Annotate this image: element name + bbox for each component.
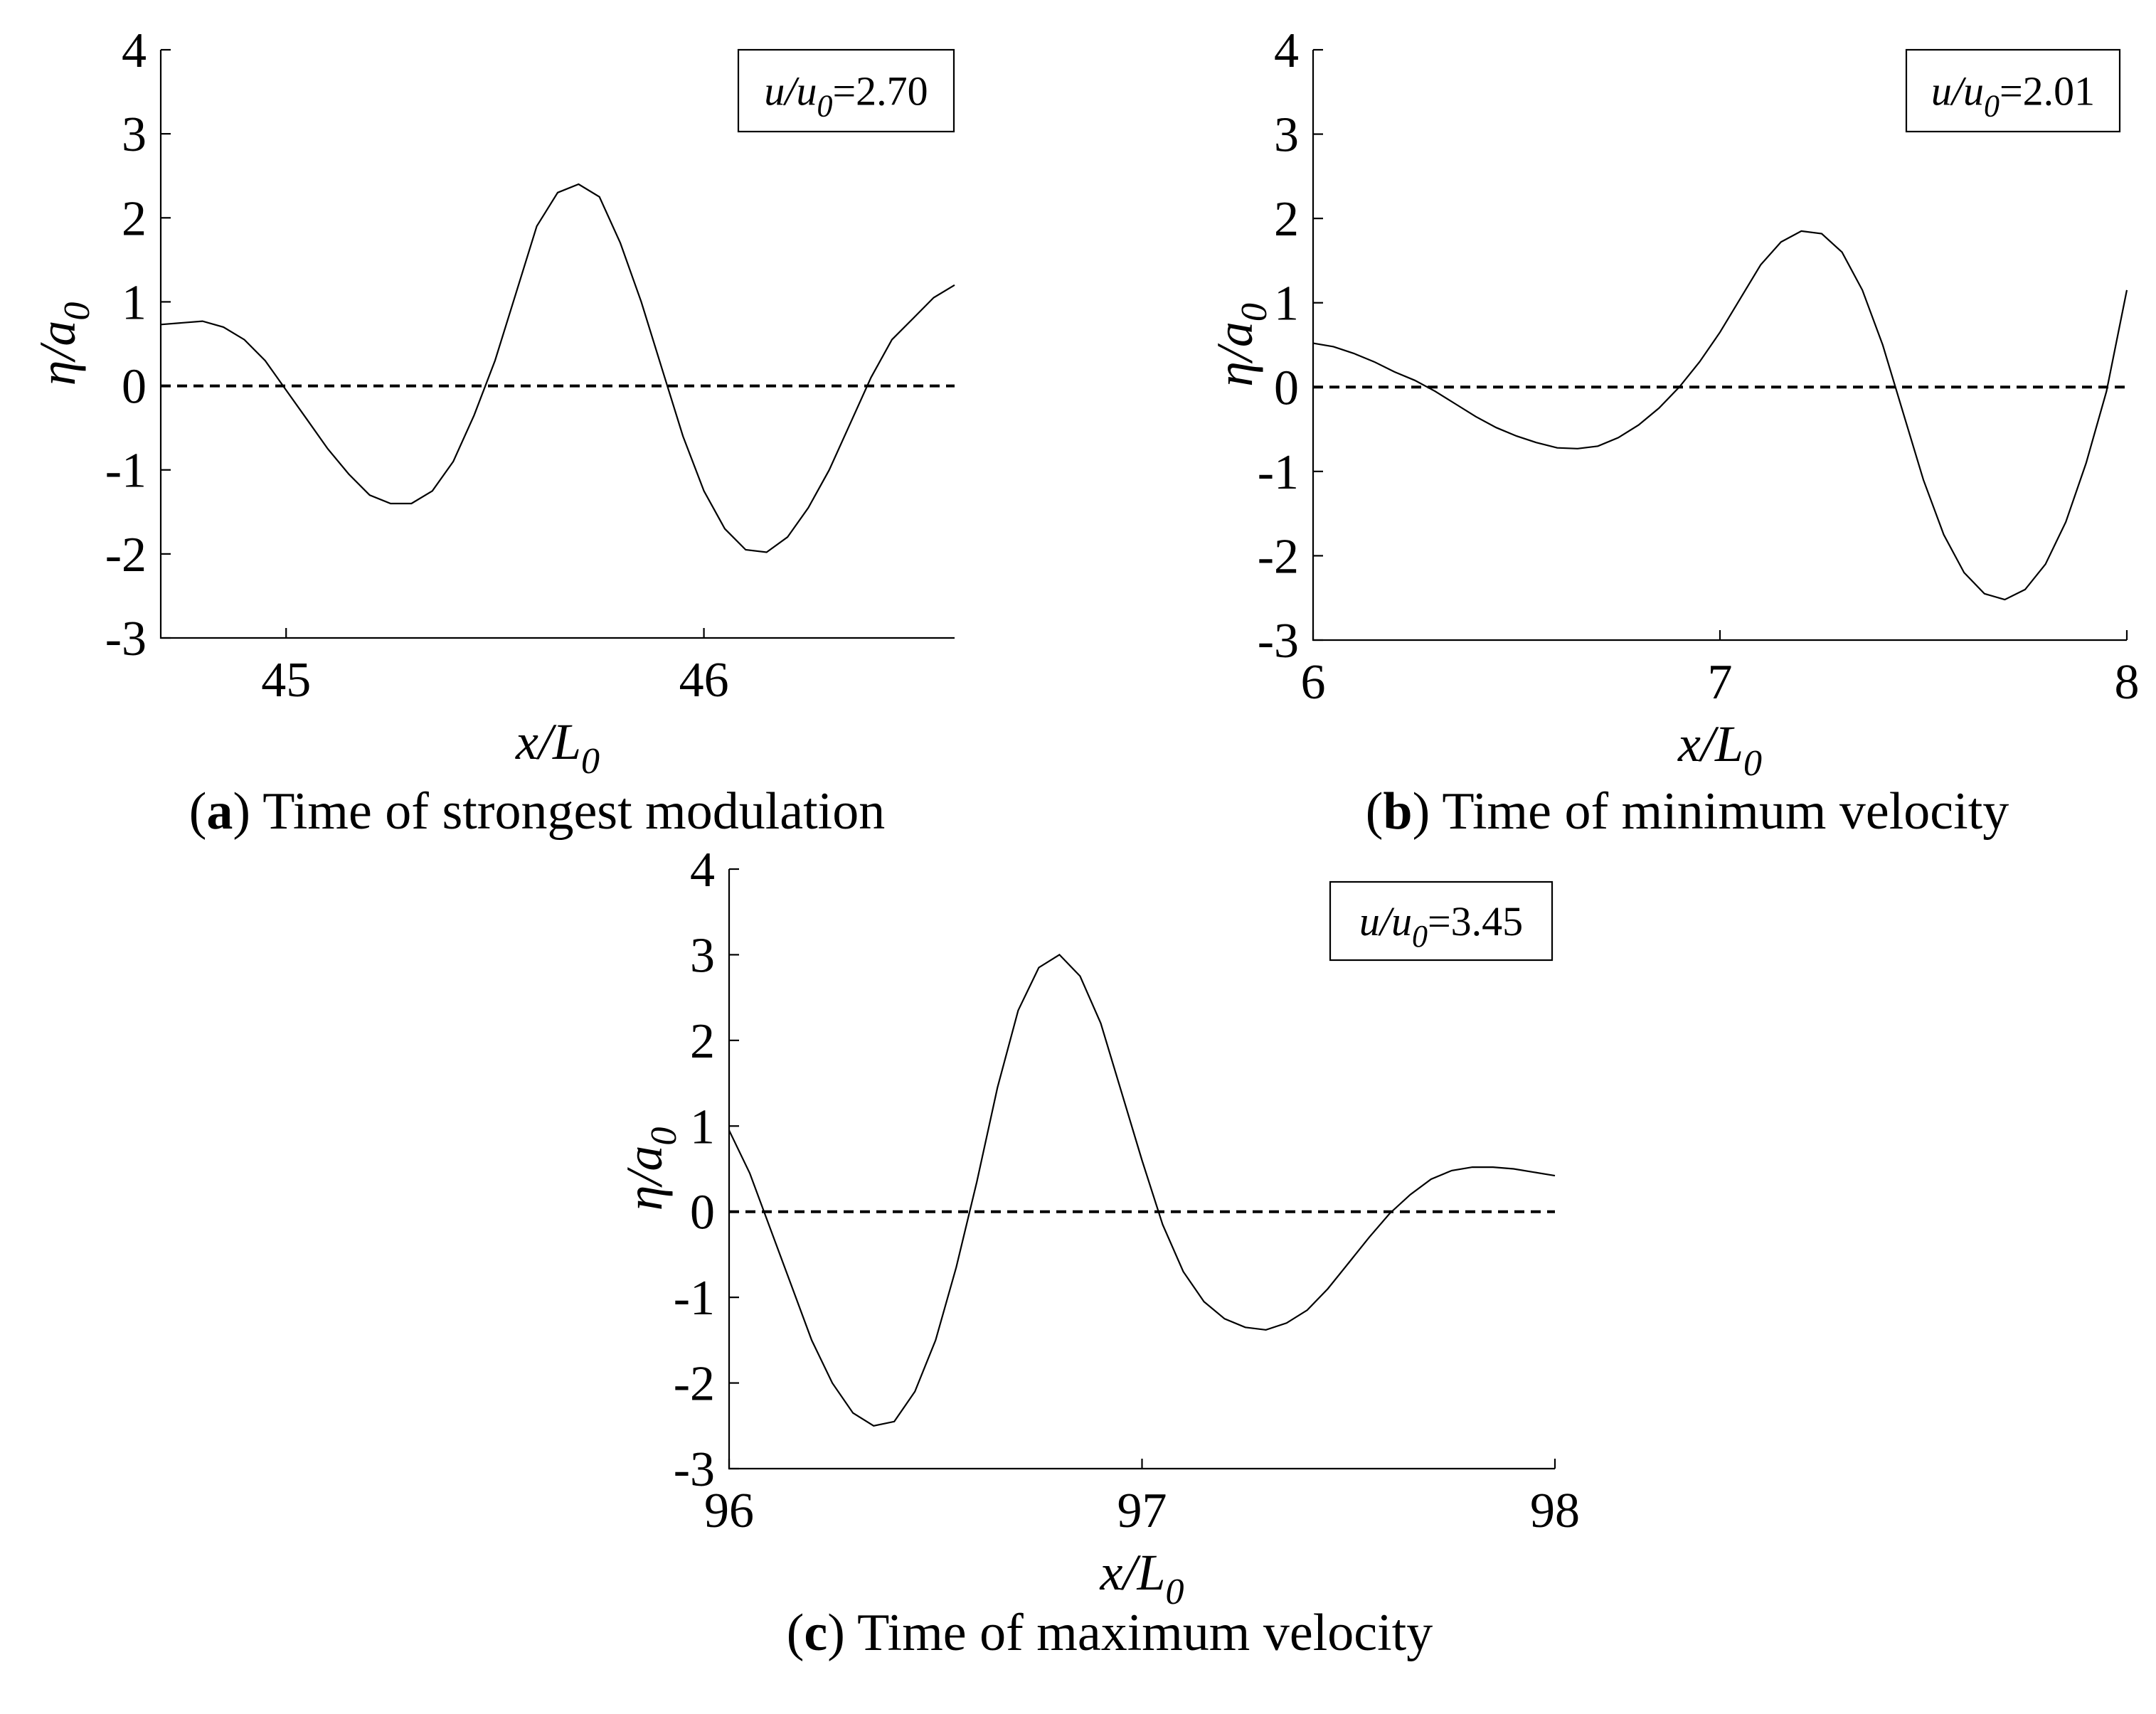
annotation-box bbox=[1905, 48, 2121, 133]
panel-caption: (c) Time of maximum velocity bbox=[787, 1604, 1433, 1662]
y-tick-label: 4 bbox=[122, 23, 147, 78]
annotation-var: u/u bbox=[1931, 68, 1984, 115]
caption-text: Time of minimum velocity bbox=[1442, 782, 2009, 841]
axes-a bbox=[159, 50, 955, 639]
y-tick-label: -1 bbox=[1258, 445, 1299, 500]
panel-caption: (b) Time of minimum velocity bbox=[1366, 782, 2009, 841]
caption-open-paren: ( bbox=[189, 782, 207, 841]
y-axis-label-sub: 0 bbox=[644, 1127, 684, 1146]
annotation-sub: 0 bbox=[1984, 89, 2000, 124]
x-tick-label: 97 bbox=[1117, 1484, 1167, 1538]
x-tick-label: 96 bbox=[704, 1484, 754, 1538]
caption-letter: b bbox=[1383, 782, 1412, 841]
x-axis-label-main: x/L bbox=[1677, 715, 1743, 772]
x-tick-label: 6 bbox=[1301, 655, 1326, 710]
annotation-var: u/u bbox=[1359, 898, 1412, 944]
y-tick-label: -3 bbox=[105, 612, 147, 666]
y-tick-label: -1 bbox=[105, 444, 147, 499]
y-axis-label-main: η/a bbox=[1206, 321, 1263, 387]
y-tick-label: 0 bbox=[1274, 361, 1299, 415]
y-tick-label: 2 bbox=[690, 1014, 715, 1069]
series-line-eta bbox=[160, 183, 955, 553]
caption-open-paren: ( bbox=[787, 1604, 804, 1662]
annotation-value: =2.01 bbox=[2000, 68, 2095, 115]
y-axis-label-sub: 0 bbox=[57, 302, 97, 321]
annotation-text: u/u0=2.70 bbox=[764, 68, 928, 124]
caption-close-paren: ) bbox=[1413, 782, 1443, 841]
y-tick-label: 3 bbox=[122, 107, 147, 162]
y-tick-label: 0 bbox=[122, 360, 147, 415]
y-tick-label: 4 bbox=[1274, 23, 1299, 78]
caption-close-paren: ) bbox=[233, 782, 262, 841]
y-axis-label: η/a0 bbox=[1206, 303, 1275, 387]
y-tick-label: 2 bbox=[1274, 192, 1299, 247]
annotation-sub: 0 bbox=[1412, 919, 1428, 954]
y-tick-label: -2 bbox=[105, 528, 147, 582]
y-tick-label: 1 bbox=[690, 1100, 715, 1154]
y-axis-label-main: η/a bbox=[29, 321, 86, 386]
annotation-box bbox=[737, 48, 955, 133]
y-tick-label: 3 bbox=[690, 928, 715, 983]
y-tick-label: 0 bbox=[690, 1186, 715, 1240]
annotation-sub: 0 bbox=[817, 89, 832, 124]
x-tick-label: 98 bbox=[1530, 1484, 1580, 1538]
y-tick-label: 3 bbox=[1274, 108, 1299, 163]
x-axis-label: x/L0 bbox=[1677, 715, 1762, 784]
y-tick-label: 2 bbox=[122, 191, 147, 246]
y-tick-label: -2 bbox=[1258, 529, 1299, 584]
x-tick-label: 7 bbox=[1708, 655, 1733, 710]
panel-caption: (a) Time of strongest modulation bbox=[189, 782, 885, 841]
x-axis-label-main: x/L bbox=[1099, 1544, 1165, 1601]
x-axis-label: x/L0 bbox=[515, 713, 600, 782]
caption-open-paren: ( bbox=[1366, 782, 1384, 841]
caption-text: Time of strongest modulation bbox=[262, 782, 885, 841]
annotation-value: =2.70 bbox=[832, 68, 928, 115]
x-tick-label: 46 bbox=[679, 653, 729, 708]
annotation-value: =3.45 bbox=[1428, 898, 1523, 944]
y-axis-label: η/a0 bbox=[29, 302, 97, 386]
caption-letter: a bbox=[206, 782, 233, 841]
x-tick-label: 8 bbox=[2115, 655, 2140, 710]
y-tick-label: -3 bbox=[1258, 614, 1299, 669]
x-axis-label-sub: 0 bbox=[1743, 743, 1762, 784]
annotation-box bbox=[1329, 880, 1554, 962]
x-axis-label-main: x/L bbox=[515, 713, 581, 770]
y-tick-label: -2 bbox=[674, 1357, 715, 1412]
y-tick-label: 1 bbox=[122, 275, 147, 330]
series-line-eta bbox=[1312, 230, 2128, 601]
x-axis-label: x/L0 bbox=[1099, 1544, 1184, 1612]
caption-text: Time of maximum velocity bbox=[857, 1604, 1433, 1662]
annotation-var: u/u bbox=[764, 68, 817, 115]
annotation-text: u/u0=3.45 bbox=[1359, 898, 1523, 954]
x-tick-label: 45 bbox=[261, 653, 311, 708]
y-axis-label-sub: 0 bbox=[1234, 303, 1275, 321]
y-axis-label: η/a0 bbox=[616, 1127, 684, 1211]
y-tick-label: -1 bbox=[674, 1271, 715, 1326]
y-axis-label-main: η/a bbox=[616, 1146, 673, 1211]
y-tick-label: 1 bbox=[1274, 277, 1299, 331]
x-axis-label-sub: 0 bbox=[1166, 1572, 1184, 1612]
x-axis-label-sub: 0 bbox=[581, 741, 600, 782]
series-line-eta bbox=[728, 953, 1556, 1427]
y-tick-label: -3 bbox=[674, 1442, 715, 1497]
axes-b bbox=[1312, 50, 2127, 642]
y-tick-label: 4 bbox=[690, 843, 715, 898]
caption-close-paren: ) bbox=[827, 1604, 857, 1662]
annotation-text: u/u0=2.01 bbox=[1931, 68, 2095, 124]
caption-letter: c bbox=[804, 1604, 827, 1662]
